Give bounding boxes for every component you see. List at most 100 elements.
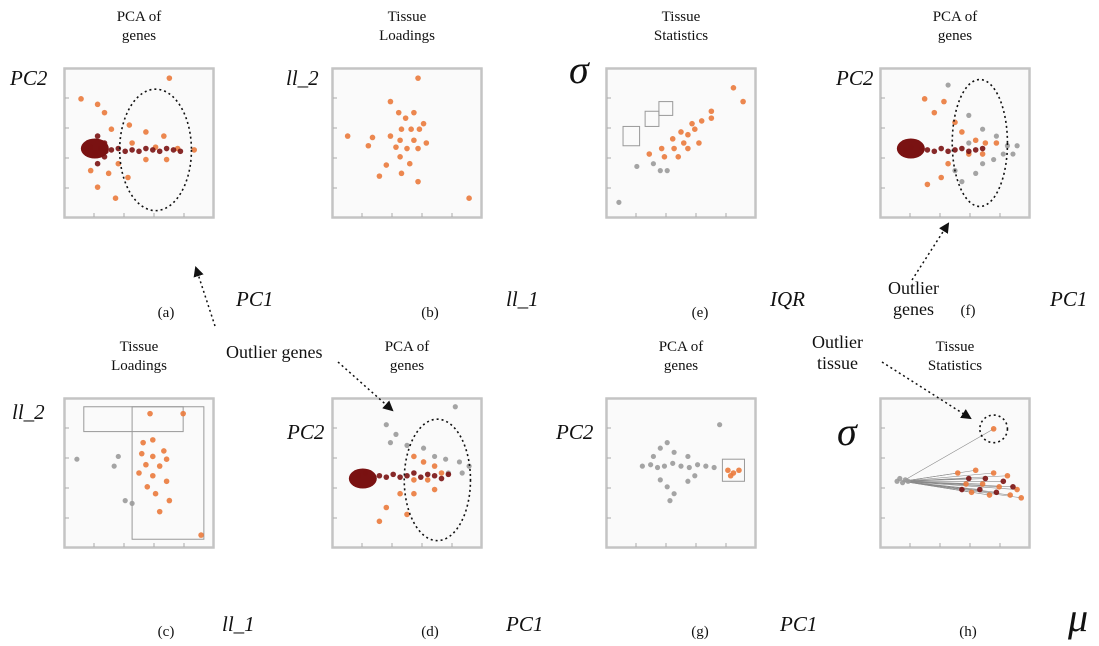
data-point-grey	[959, 179, 965, 185]
plot-b	[331, 67, 483, 219]
data-point-dark	[136, 148, 142, 155]
data-point-dark	[108, 147, 115, 153]
outlier-ellipse	[403, 418, 472, 542]
data-point-grey	[657, 168, 663, 174]
outlier-ellipse	[118, 88, 193, 212]
data-point-orange	[166, 75, 173, 81]
data-point-grey	[686, 464, 692, 471]
data-point-orange	[423, 140, 430, 146]
data-point-grey	[657, 477, 663, 483]
data-point-orange	[431, 486, 438, 493]
data-point-grey	[634, 163, 640, 170]
xlabel-a: PC1	[236, 287, 274, 311]
data-point-dark	[101, 140, 108, 146]
data-point-dark	[959, 486, 965, 493]
data-point-dark	[101, 154, 108, 160]
data-point-orange	[661, 154, 668, 160]
plot-d	[331, 397, 483, 549]
arrow-to-panel-f	[911, 222, 950, 281]
data-point-dark	[170, 147, 177, 153]
ylabel-f: PC2	[836, 66, 874, 90]
data-point-orange	[365, 142, 372, 149]
data-point-dark	[931, 148, 938, 155]
selection-box	[658, 101, 674, 116]
data-point-orange	[415, 145, 421, 152]
data-point-dark	[376, 472, 383, 479]
plot-c	[63, 397, 215, 549]
data-point-orange	[736, 467, 742, 474]
data-point-grey	[115, 453, 121, 460]
panel-f-title-line: PCA of	[932, 9, 978, 25]
data-point-dark	[977, 486, 983, 493]
data-point-grey	[443, 456, 449, 462]
selection-box	[622, 125, 641, 147]
data-point-orange	[952, 119, 958, 126]
panel-a: PCA of genes	[63, 8, 215, 224]
data-point-orange	[404, 511, 410, 518]
panel-e-title-line: Statistics	[653, 28, 709, 44]
panel-d-title-line: genes	[389, 358, 425, 374]
data-point-grey	[393, 431, 399, 437]
data-point-dark	[966, 148, 972, 155]
data-point-orange	[696, 140, 702, 146]
data-point-dark	[362, 470, 369, 476]
data-point-grey	[905, 478, 911, 484]
data-point-orange	[996, 484, 1002, 490]
data-point-dark	[919, 145, 925, 152]
outlier-genes-f-label: Outlier genes	[888, 278, 939, 320]
data-point-orange	[725, 467, 731, 474]
data-point-orange	[1014, 486, 1020, 493]
outlier-tissue-line2: tissue	[816, 353, 858, 373]
plot-a	[63, 67, 215, 219]
data-point-grey	[945, 82, 951, 88]
data-point-dark	[913, 149, 920, 156]
data-point-dark	[163, 145, 170, 152]
data-point-orange	[395, 109, 402, 116]
data-point-grey	[692, 473, 698, 479]
data-point-grey	[404, 442, 410, 448]
xlabel-d: PC1	[506, 612, 544, 636]
data-point-dark	[404, 472, 410, 479]
data-point-orange	[376, 518, 383, 525]
data-point-orange	[163, 156, 170, 163]
data-point-orange	[376, 173, 383, 179]
data-point-dark	[150, 147, 156, 153]
outlier-genes-f-line2: genes	[893, 299, 934, 319]
data-point-orange	[397, 137, 403, 144]
panel-g-title-line: PCA of	[658, 339, 704, 355]
data-point-dark	[355, 472, 362, 479]
data-point-orange	[144, 484, 151, 490]
data-point-orange	[671, 145, 677, 152]
data-point-orange	[420, 459, 427, 465]
data-point-grey	[661, 463, 668, 469]
plot-frame	[605, 67, 757, 219]
outlier-genes-label: Outlier genes	[226, 342, 323, 362]
data-point-orange	[387, 98, 394, 105]
data-point-orange	[156, 463, 163, 469]
panel-e-title: Tissue Statistics	[606, 8, 756, 46]
data-point-orange	[954, 470, 961, 476]
data-point-dark	[94, 133, 101, 139]
panel-a-title-line: PCA of	[116, 9, 162, 25]
xlabel-e: IQR	[770, 287, 805, 311]
data-point-dark	[103, 148, 109, 155]
data-point-dark	[92, 149, 98, 156]
data-point-orange	[727, 472, 734, 479]
xlabel-c: ll_1	[222, 612, 255, 636]
data-point-orange	[108, 126, 115, 132]
data-point-grey	[711, 464, 717, 471]
data-point-orange	[730, 85, 737, 91]
data-point-grey	[648, 462, 654, 468]
data-point-dark	[1010, 484, 1016, 490]
data-point-grey	[671, 491, 677, 497]
link-line	[902, 480, 1013, 488]
caption-b: (b)	[421, 305, 439, 321]
data-point-orange	[921, 96, 928, 102]
data-point-orange	[143, 156, 149, 163]
data-point-orange	[150, 437, 156, 443]
data-point-orange	[675, 154, 682, 160]
data-point-orange	[78, 96, 84, 102]
data-point-dark	[924, 147, 931, 153]
plot-h	[879, 397, 1031, 549]
data-point-orange	[982, 140, 989, 146]
